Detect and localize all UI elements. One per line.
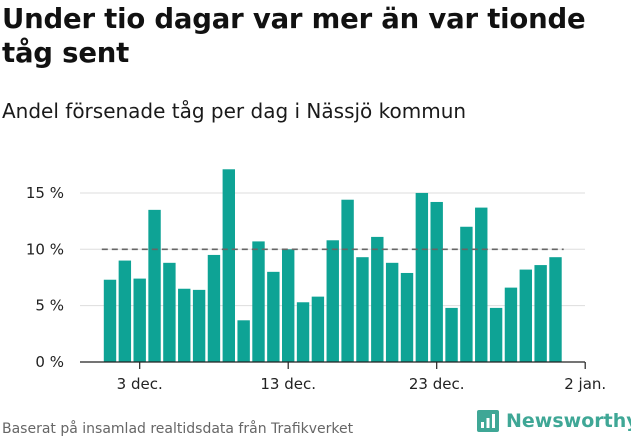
bar xyxy=(400,272,414,362)
bar xyxy=(133,278,146,362)
bar xyxy=(489,307,503,362)
bar xyxy=(192,289,206,362)
bar xyxy=(148,209,161,362)
y-tick-label: 10 % xyxy=(26,240,64,258)
chart-subtitle: Andel försenade tåg per dag i Nässjö kom… xyxy=(2,99,467,123)
chart-title: Under tio dagar var mer än var tionde tå… xyxy=(2,3,586,69)
bar xyxy=(118,260,132,362)
bar xyxy=(222,169,235,362)
bar xyxy=(311,296,325,362)
bar xyxy=(356,257,369,362)
bar xyxy=(207,254,221,362)
bar xyxy=(163,262,176,362)
bar xyxy=(445,307,458,362)
x-tick-label: 3 dec. xyxy=(117,375,163,393)
brand-logo: Newsworthy xyxy=(476,409,631,433)
x-tick-label: 23 dec. xyxy=(409,375,465,393)
bar xyxy=(252,241,265,362)
x-tick-label: 13 dec. xyxy=(260,375,316,393)
x-tick-label: 2 jan. xyxy=(564,375,606,393)
brand-name: Newsworthy xyxy=(506,410,631,432)
source-note: Baserat på insamlad realtidsdata från Tr… xyxy=(2,421,354,437)
bar xyxy=(326,240,339,362)
bar-chart: 0 % 5 % 10 % 15 % 3 dec. 13 dec. 23 dec. 2 jan. xyxy=(26,169,606,393)
bar xyxy=(415,192,429,362)
bar xyxy=(534,265,547,362)
bar xyxy=(296,302,310,362)
bar xyxy=(519,269,532,362)
bar xyxy=(549,257,562,362)
bars xyxy=(103,169,562,362)
bar xyxy=(282,249,295,362)
bar xyxy=(341,199,354,362)
bar xyxy=(460,226,473,362)
y-tick-label: 5 % xyxy=(35,297,64,315)
bar xyxy=(385,262,399,362)
bar xyxy=(237,320,250,362)
bar xyxy=(430,201,443,362)
axes: 0 % 5 % 10 % 15 % 3 dec. 13 dec. 23 dec. 2 jan. xyxy=(26,184,606,393)
y-tick-label: 15 % xyxy=(26,184,64,202)
bar xyxy=(267,271,280,362)
bar xyxy=(504,287,518,362)
bar xyxy=(178,288,191,362)
bar xyxy=(103,279,117,362)
bar xyxy=(475,207,488,362)
bar xyxy=(371,236,384,362)
newsworthy-logo-icon xyxy=(477,410,499,432)
y-tick-label: 0 % xyxy=(35,353,64,371)
